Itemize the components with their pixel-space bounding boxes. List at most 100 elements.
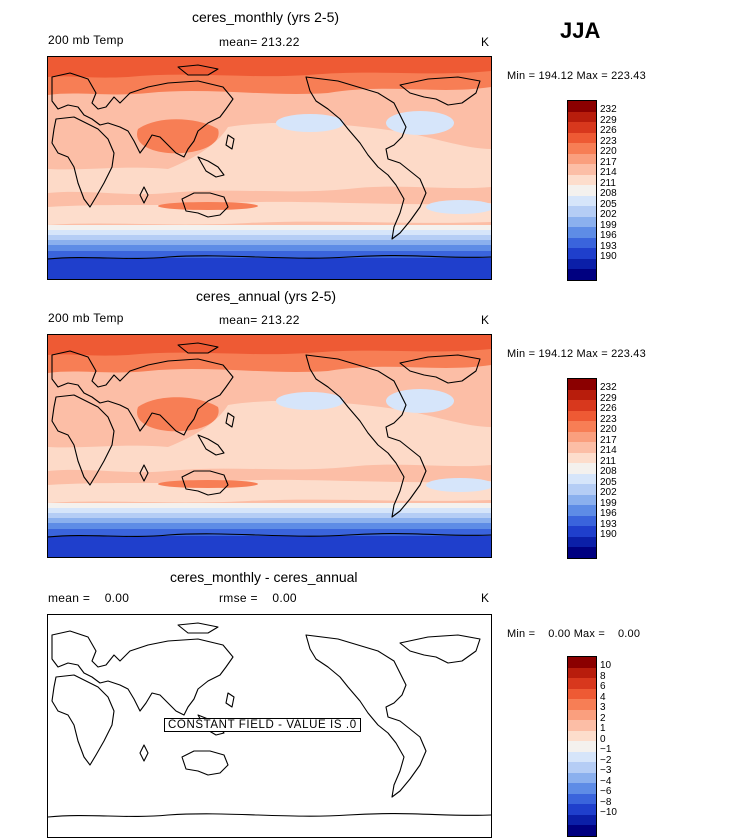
panel3-colorbar bbox=[567, 656, 597, 837]
panel2-colorbar-label-14: 190 bbox=[600, 529, 617, 540]
panel2-colorbar-labels: 232 229 226 223 220 217 214 211 208 205 202 199 196 1… bbox=[600, 382, 617, 541]
panel1-colorbar-label-1: 229 bbox=[600, 114, 617, 126]
panel2-colorbar-label-9: 205 bbox=[600, 476, 617, 488]
panel2-colorbar-swatch-2 bbox=[568, 400, 596, 411]
panel3-colorbar-swatch-1 bbox=[568, 667, 596, 678]
panel2-colorbar-label-1: 229 bbox=[600, 392, 617, 404]
panel2-colorbar-swatch-10 bbox=[568, 484, 596, 495]
panel3-colorbar-label-10: −3 bbox=[600, 765, 612, 776]
panel2-colorbar-swatch-7 bbox=[568, 452, 596, 463]
panel3-colorbar-swatch-3 bbox=[568, 688, 596, 699]
panel1-title: ceres_monthly (yrs 2-5) bbox=[192, 9, 340, 25]
panel3-colorbar-swatch-7 bbox=[568, 730, 596, 741]
panel1-colorbar-swatch-16 bbox=[568, 269, 596, 280]
panel1-units: K bbox=[481, 35, 490, 49]
panel3-colorbar-labels: 10 8 6 4 3 2 1 0 −1 −2 −3 −4 −6 −8 −10 bbox=[600, 660, 617, 819]
panel3-colorbar-label-8: −1 bbox=[600, 744, 612, 755]
panel2-minmax: Min = 194.12 Max = 223.43 bbox=[507, 348, 646, 360]
panel3-colorbar-label-7: 0 bbox=[600, 733, 606, 745]
panel1-colorbar-swatch-9 bbox=[568, 195, 596, 206]
panel1-map bbox=[47, 56, 492, 280]
season-label: JJA bbox=[560, 18, 601, 43]
panel2-colorbar-swatch-16 bbox=[568, 547, 596, 558]
panel1-colorbar bbox=[567, 100, 597, 281]
panel3-colorbar-swatch-8 bbox=[568, 741, 596, 752]
panel1-colorbar-label-12: 196 bbox=[600, 230, 617, 241]
panel3-colorbar-label-12: −6 bbox=[600, 786, 612, 797]
panel1-colorbar-swatch-2 bbox=[568, 122, 596, 133]
panel1-colorbar-label-2: 226 bbox=[600, 125, 617, 136]
panel1-colorbar-swatch-13 bbox=[568, 237, 596, 248]
panel2-colorbar-label-10: 202 bbox=[600, 487, 617, 498]
panel3-title: ceres_monthly - ceres_annual bbox=[170, 569, 358, 585]
panel2-colorbar bbox=[567, 378, 597, 559]
panel1-colorbar-swatch-11 bbox=[568, 216, 596, 227]
panel3-colorbar-swatch-2 bbox=[568, 678, 596, 689]
panel2-colorbar-label-5: 217 bbox=[600, 434, 617, 446]
panel3-mean-label: mean = 0.00 bbox=[48, 591, 130, 605]
panel1-colorbar-swatch-1 bbox=[568, 111, 596, 122]
panel1-colorbar-label-11: 199 bbox=[600, 219, 617, 231]
panel2-map bbox=[47, 334, 492, 558]
panel1-colorbar-label-14: 190 bbox=[600, 251, 617, 262]
panel2-mean-label: mean= 213.22 bbox=[219, 313, 300, 327]
panel2-colorbar-swatch-3 bbox=[568, 410, 596, 421]
panel3-colorbar-label-11: −4 bbox=[600, 775, 612, 787]
panel3-colorbar-label-14: −10 bbox=[600, 807, 617, 818]
panel2-colorbar-swatch-12 bbox=[568, 505, 596, 516]
panel3-colorbar-swatch-10 bbox=[568, 762, 596, 773]
panel1-colorbar-swatch-12 bbox=[568, 227, 596, 238]
panel3-colorbar-label-9: −2 bbox=[600, 754, 612, 766]
panel2-colorbar-label-13: 193 bbox=[600, 518, 617, 530]
panel1-colorbar-swatch-4 bbox=[568, 143, 596, 154]
panel2-colorbar-swatch-4 bbox=[568, 421, 596, 432]
panel2-colorbar-label-0: 232 bbox=[600, 382, 617, 393]
panel2-colorbar-swatch-14 bbox=[568, 526, 596, 537]
panel1-colorbar-swatch-8 bbox=[568, 185, 596, 196]
panel1-colorbar-swatch-15 bbox=[568, 258, 596, 269]
panel3-colorbar-swatch-5 bbox=[568, 709, 596, 720]
panel2-units: K bbox=[481, 313, 490, 327]
panel3-colorbar-swatch-9 bbox=[568, 751, 596, 762]
panel1-colorbar-label-7: 211 bbox=[600, 177, 616, 189]
panel1-colorbar-label-3: 223 bbox=[600, 135, 617, 147]
panel1-colorbar-label-9: 205 bbox=[600, 198, 617, 210]
panel1-temperature-field bbox=[48, 57, 491, 279]
panel2-colorbar-swatch-1 bbox=[568, 389, 596, 400]
panel2-colorbar-swatch-0 bbox=[568, 379, 596, 390]
constant-field-note: CONSTANT FIELD - VALUE IS .0 bbox=[164, 718, 361, 732]
panel1-mean-label: mean= 213.22 bbox=[219, 35, 300, 49]
panel1-minmax: Min = 194.12 Max = 223.43 bbox=[507, 70, 646, 82]
panel1-colorbar-swatch-3 bbox=[568, 132, 596, 143]
panel3-colorbar-label-4: 3 bbox=[600, 702, 606, 713]
panel1-colorbar-label-13: 193 bbox=[600, 240, 617, 252]
panel1-colorbar-swatch-6 bbox=[568, 164, 596, 175]
panel2-colorbar-swatch-6 bbox=[568, 442, 596, 453]
panel2-left-label: 200 mb Temp bbox=[48, 311, 124, 325]
panel1-colorbar-swatch-5 bbox=[568, 153, 596, 164]
panel3-colorbar-swatch-11 bbox=[568, 772, 596, 783]
panel2-colorbar-label-11: 199 bbox=[600, 497, 617, 509]
panel3-colorbar-label-5: 2 bbox=[600, 712, 606, 724]
panel1-colorbar-swatch-14 bbox=[568, 248, 596, 259]
panel1-colorbar-label-5: 217 bbox=[600, 156, 617, 168]
panel2-colorbar-label-6: 214 bbox=[600, 445, 617, 456]
panel2-colorbar-label-8: 208 bbox=[600, 466, 617, 477]
panel3-colorbar-label-0: 10 bbox=[600, 660, 612, 671]
panel3-colorbar-swatch-6 bbox=[568, 720, 596, 731]
panel3-rmse-label: rmse = 0.00 bbox=[219, 591, 297, 605]
panel2-colorbar-label-4: 220 bbox=[600, 424, 617, 435]
panel3-units: K bbox=[481, 591, 490, 605]
panel1-colorbar-swatch-7 bbox=[568, 174, 596, 185]
panel3-colorbar-swatch-12 bbox=[568, 783, 596, 794]
panel3-colorbar-swatch-13 bbox=[568, 793, 596, 804]
panel3-colorbar-swatch-0 bbox=[568, 657, 596, 668]
panel1-colorbar-labels: 232 229 226 223 220 217 214 211 208 205 202 199 196 1… bbox=[600, 104, 617, 263]
panel1-colorbar-swatch-0 bbox=[568, 101, 596, 112]
panel2-temperature-field bbox=[48, 335, 491, 557]
panel2-colorbar-swatch-5 bbox=[568, 431, 596, 442]
panel1-colorbar-label-10: 202 bbox=[600, 209, 617, 220]
panel1-colorbar-label-4: 220 bbox=[600, 146, 617, 157]
panel1-colorbar-label-8: 208 bbox=[600, 188, 617, 199]
panel3-map: CONSTANT FIELD - VALUE IS .0 bbox=[47, 614, 492, 838]
